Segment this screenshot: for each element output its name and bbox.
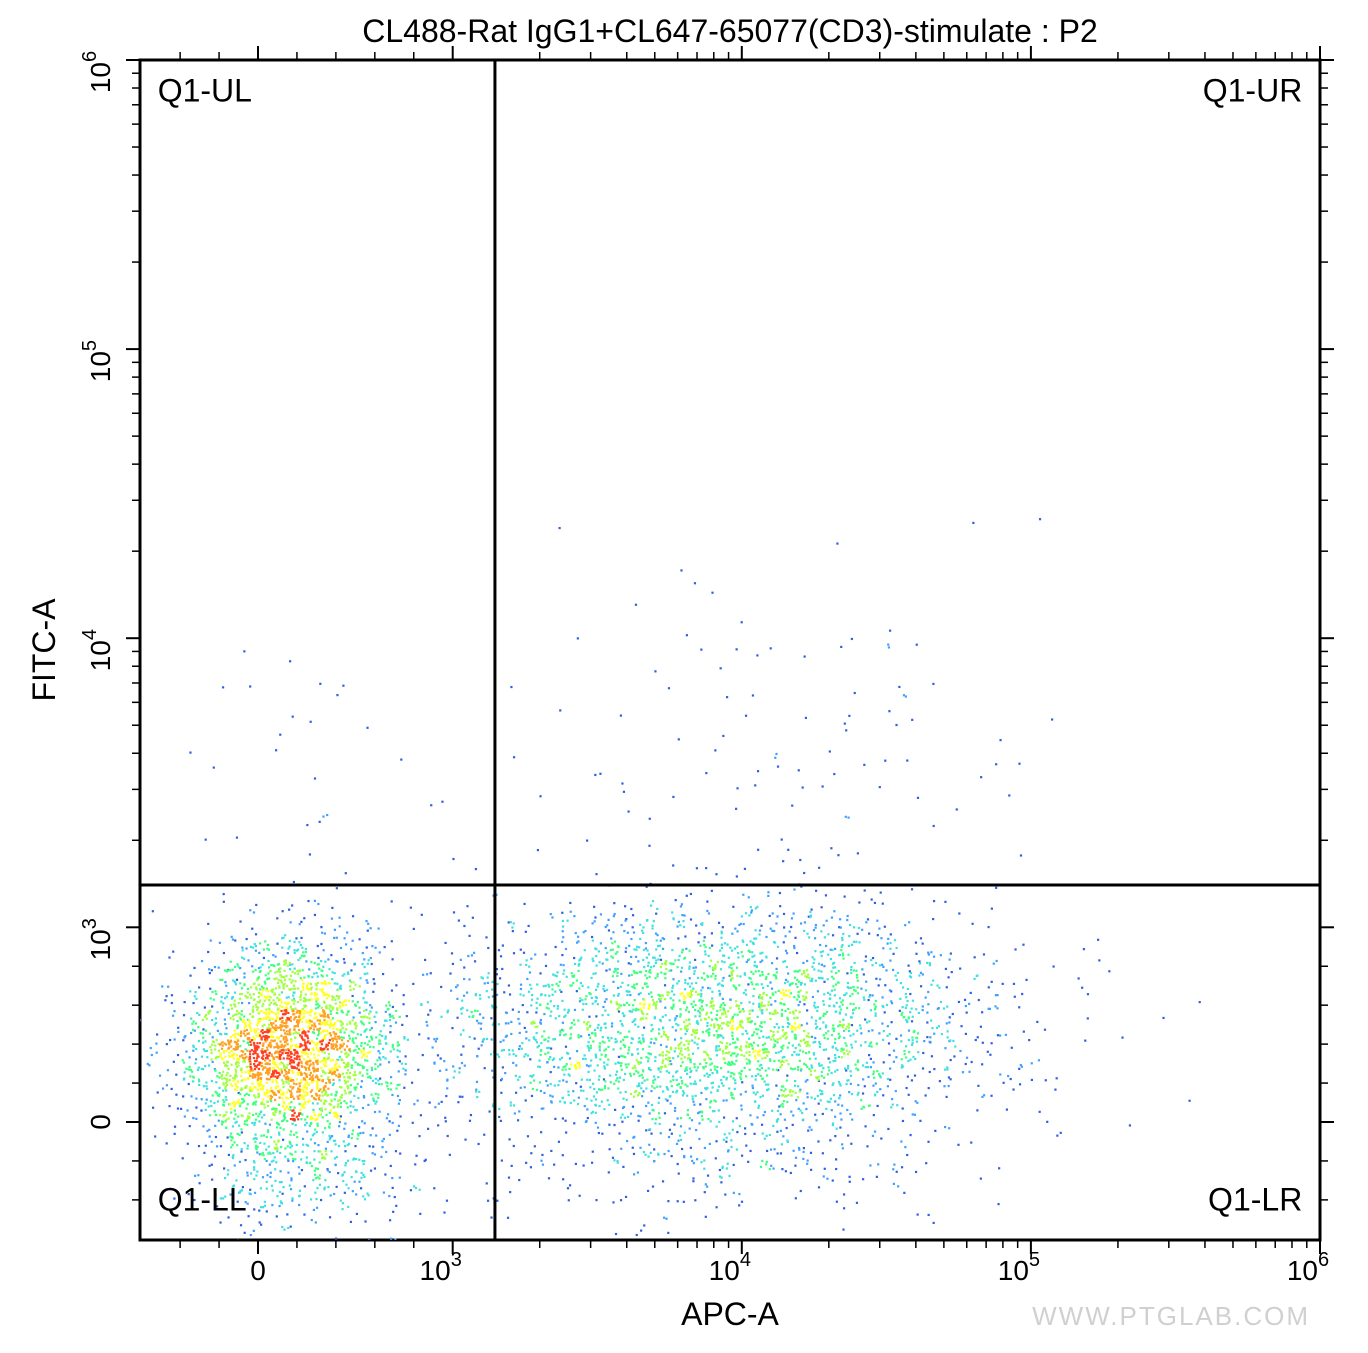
x-tick-label: 0 (250, 1255, 266, 1286)
y-tick-label: 0 (85, 1114, 116, 1130)
y-axis-label: FITC-A (26, 598, 62, 702)
scatter-chart-svg: Q1-ULQ1-URQ1-LLQ1-LR01031041051060103104… (0, 0, 1368, 1353)
chart-title: CL488-Rat IgG1+CL647-65077(CD3)-stimulat… (362, 13, 1097, 49)
quadrant-label-ur: Q1-UR (1203, 72, 1303, 108)
quadrant-label-lr: Q1-LR (1208, 1182, 1302, 1218)
scatter-chart-container: Q1-ULQ1-URQ1-LLQ1-LR01031041051060103104… (0, 0, 1368, 1353)
watermark: WWW.PTGLAB.COM (1032, 1301, 1310, 1331)
quadrant-label-ul: Q1-UL (158, 72, 252, 108)
quadrant-label-ll: Q1-LL (158, 1182, 247, 1218)
x-axis-label: APC-A (681, 1296, 779, 1332)
